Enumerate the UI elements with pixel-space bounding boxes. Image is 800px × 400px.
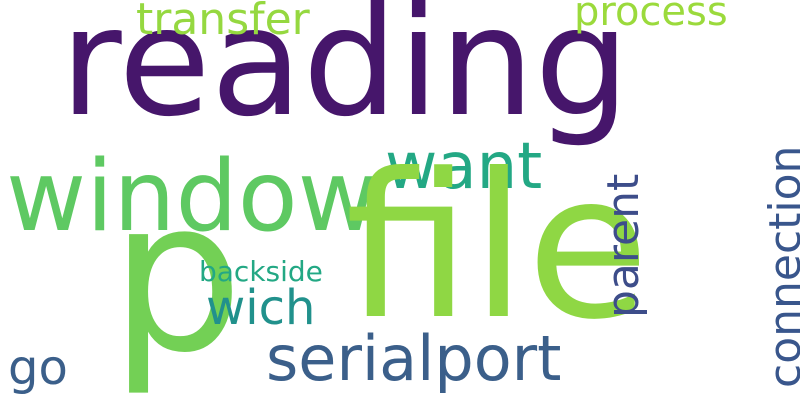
word-wich: wich bbox=[206, 280, 316, 336]
word-window: window bbox=[6, 140, 378, 254]
word-parent: parent bbox=[598, 173, 649, 318]
word-process: process bbox=[574, 0, 728, 35]
word-file: file bbox=[345, 131, 650, 364]
word-serialport: serialport bbox=[266, 322, 562, 395]
word-want: want bbox=[385, 130, 543, 204]
word-p: p bbox=[110, 154, 244, 399]
word-reading: reading bbox=[60, 0, 630, 150]
word-go: go bbox=[8, 340, 68, 396]
word-backside: backside bbox=[199, 255, 323, 288]
word-connection: connection bbox=[760, 145, 800, 388]
word-transfer: transfer bbox=[136, 0, 310, 45]
